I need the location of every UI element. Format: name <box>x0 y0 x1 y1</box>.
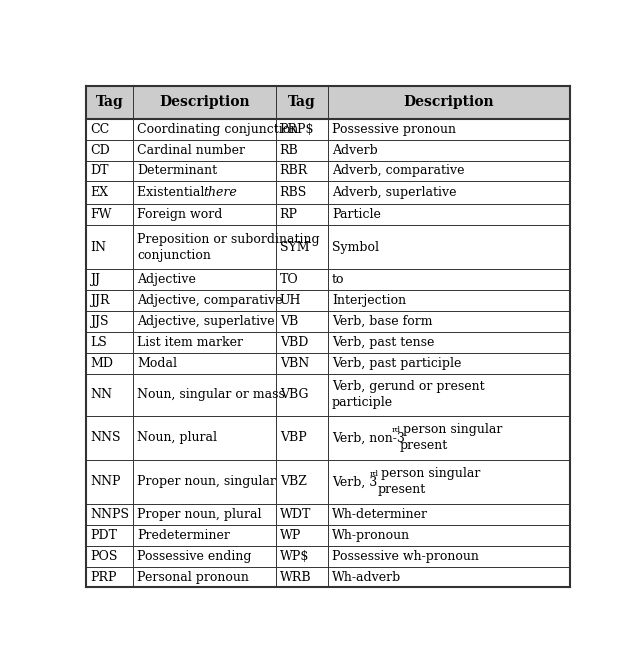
Text: TO: TO <box>280 273 298 286</box>
Text: Verb, 3: Verb, 3 <box>332 476 377 488</box>
Text: Wh-pronoun: Wh-pronoun <box>332 529 410 542</box>
Text: Verb, past tense: Verb, past tense <box>332 336 435 349</box>
Text: PRP: PRP <box>90 570 116 584</box>
Text: Adjective: Adjective <box>138 273 196 286</box>
Text: PRP$: PRP$ <box>280 123 314 135</box>
Text: WDT: WDT <box>280 508 311 521</box>
Text: Interjection: Interjection <box>332 294 406 307</box>
Text: to: to <box>332 273 344 286</box>
Text: CD: CD <box>90 143 109 157</box>
Text: Determinant: Determinant <box>138 165 218 177</box>
Text: JJS: JJS <box>90 315 108 328</box>
Text: WP: WP <box>280 529 301 542</box>
Text: SYM: SYM <box>280 241 309 254</box>
Text: rd: rd <box>370 470 379 478</box>
Text: RB: RB <box>280 143 298 157</box>
Text: Verb, gerund or present
participle: Verb, gerund or present participle <box>332 380 484 410</box>
Text: List item marker: List item marker <box>138 336 243 349</box>
Text: Adverb, superlative: Adverb, superlative <box>332 187 456 199</box>
Text: JJ: JJ <box>90 273 100 286</box>
Text: Tag: Tag <box>288 95 316 109</box>
Text: LS: LS <box>90 336 107 349</box>
Text: Foreign word: Foreign word <box>138 208 223 221</box>
Text: RBR: RBR <box>280 165 308 177</box>
Text: VBZ: VBZ <box>280 476 307 488</box>
Text: WRB: WRB <box>280 570 311 584</box>
Text: DT: DT <box>90 165 108 177</box>
Text: Coordinating conjunction: Coordinating conjunction <box>138 123 299 135</box>
Text: EX: EX <box>90 187 108 199</box>
Text: RBS: RBS <box>280 187 307 199</box>
Text: VBD: VBD <box>280 336 308 349</box>
Text: Description: Description <box>404 95 494 109</box>
Text: VBN: VBN <box>280 357 309 370</box>
Text: NNPS: NNPS <box>90 508 129 521</box>
Text: Possessive pronoun: Possessive pronoun <box>332 123 456 135</box>
Text: VBP: VBP <box>280 432 307 444</box>
Text: Possessive wh-pronoun: Possessive wh-pronoun <box>332 550 479 562</box>
Text: VBG: VBG <box>280 388 308 402</box>
Text: Verb, non-3: Verb, non-3 <box>332 432 405 444</box>
Text: Description: Description <box>159 95 250 109</box>
Text: Tag: Tag <box>96 95 124 109</box>
Text: POS: POS <box>90 550 117 562</box>
Text: MD: MD <box>90 357 113 370</box>
Text: Noun, plural: Noun, plural <box>138 432 218 444</box>
Text: Wh-determiner: Wh-determiner <box>332 508 428 521</box>
Text: Particle: Particle <box>332 208 381 221</box>
Text: Adverb, comparative: Adverb, comparative <box>332 165 465 177</box>
Text: Proper noun, singular: Proper noun, singular <box>138 476 276 488</box>
Text: FW: FW <box>90 208 111 221</box>
Text: NN: NN <box>90 388 112 402</box>
Text: Existential: Existential <box>138 187 209 199</box>
Text: Symbol: Symbol <box>332 241 379 254</box>
Text: Adjective, superlative: Adjective, superlative <box>138 315 275 328</box>
Text: WP$: WP$ <box>280 550 309 562</box>
Text: Adjective, comparative: Adjective, comparative <box>138 294 283 307</box>
Text: rd: rd <box>392 426 401 434</box>
Text: JJR: JJR <box>90 294 109 307</box>
Text: person singular
present: person singular present <box>399 424 502 452</box>
Text: PDT: PDT <box>90 529 117 542</box>
Text: Modal: Modal <box>138 357 177 370</box>
Text: Verb, base form: Verb, base form <box>332 315 433 328</box>
Text: Predeterminer: Predeterminer <box>138 529 230 542</box>
Text: Verb, past participle: Verb, past participle <box>332 357 461 370</box>
Text: Proper noun, plural: Proper noun, plural <box>138 508 262 521</box>
Text: UH: UH <box>280 294 301 307</box>
Text: IN: IN <box>90 241 106 254</box>
Bar <box>86 86 570 119</box>
Text: person singular
present: person singular present <box>377 468 481 496</box>
Text: Noun, singular or mass: Noun, singular or mass <box>138 388 285 402</box>
Text: NNS: NNS <box>90 432 120 444</box>
Text: Adverb: Adverb <box>332 143 378 157</box>
Text: there: there <box>203 187 237 199</box>
Text: Personal pronoun: Personal pronoun <box>138 570 249 584</box>
Text: CC: CC <box>90 123 109 135</box>
Text: RP: RP <box>280 208 298 221</box>
Text: NNP: NNP <box>90 476 120 488</box>
Text: Wh-adverb: Wh-adverb <box>332 570 401 584</box>
Text: Possessive ending: Possessive ending <box>138 550 252 562</box>
Text: VB: VB <box>280 315 298 328</box>
Text: Cardinal number: Cardinal number <box>138 143 245 157</box>
Text: Preposition or subordinating
conjunction: Preposition or subordinating conjunction <box>138 233 320 262</box>
